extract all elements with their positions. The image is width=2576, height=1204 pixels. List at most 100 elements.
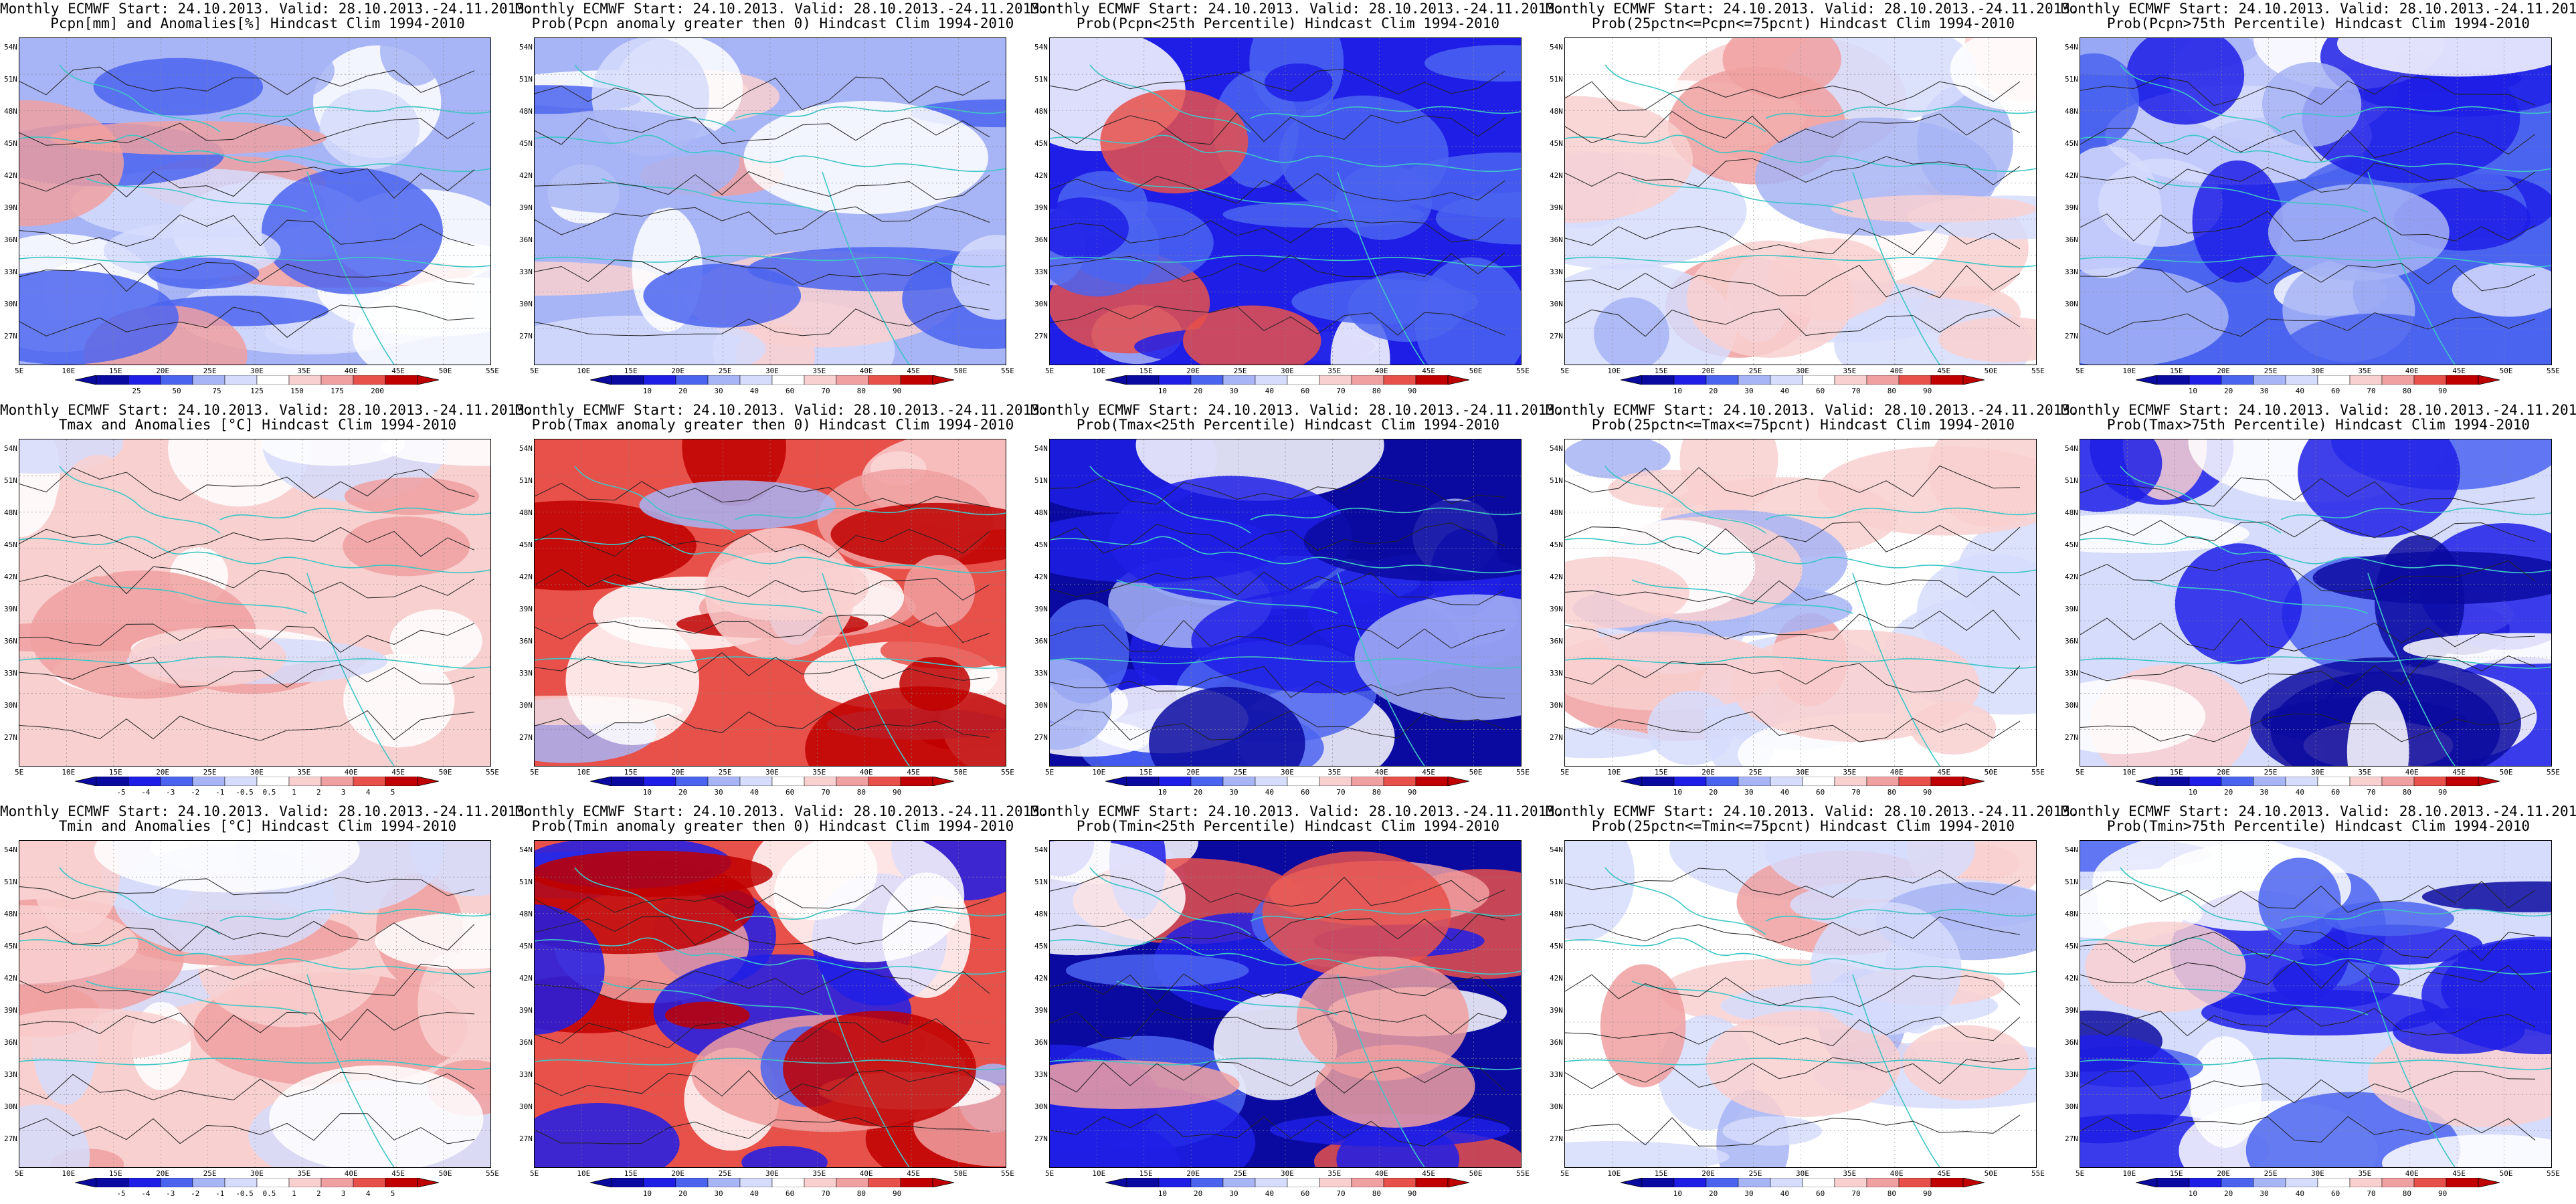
map-panel: Monthly ECMWF Start: 24.10.2013. Valid: … [0, 0, 533, 401]
panel-title-prefix: Monthly ECMWF Start: 24.10.2013. Valid: … [515, 402, 1048, 418]
contour-line [2080, 655, 2536, 689]
colorbar-arrow-right [2478, 776, 2500, 787]
anomaly-blob [535, 500, 697, 591]
colorbar-segment [707, 1177, 741, 1188]
colorbar-segment [2446, 375, 2479, 385]
colorbar [1105, 776, 1470, 787]
colorbar-segment [1126, 776, 1160, 787]
colorbar-tick-label: 30 [2260, 788, 2269, 797]
anomaly-blob [1264, 63, 1333, 102]
latitude-label: 36N [4, 637, 17, 645]
colorbar-tick-label: 20 [678, 788, 688, 797]
longitude-label: 10E [1607, 367, 1621, 375]
colorbar-tick-label: 70 [2367, 1189, 2376, 1198]
latitude-label: 27N [519, 1134, 533, 1143]
colorbar-segment [2349, 375, 2383, 385]
colorbar-tick-label: 30 [1744, 788, 1754, 797]
longitude-label: 30E [765, 1169, 779, 1178]
colorbar-segment [288, 776, 322, 787]
latitude-label: 45N [2065, 942, 2078, 950]
latitude-label: 48N [1550, 508, 1563, 517]
colorbar-tick-label: 0.5 [262, 788, 276, 797]
colorbar-segment [611, 776, 644, 787]
colorbar-tick-label: 20 [678, 387, 688, 395]
latitude-label: 48N [4, 107, 17, 116]
anomaly-blob [1565, 557, 1689, 629]
anomaly-blob [1065, 954, 1249, 987]
longitude-label: 55E [1516, 768, 1530, 777]
map-panel: Monthly ECMWF Start: 24.10.2013. Valid: … [2061, 401, 2576, 803]
map-panel: Monthly ECMWF Start: 24.10.2013. Valid: … [1030, 803, 1564, 1204]
longitude-label: 40E [2405, 367, 2419, 375]
colorbar-tick-label: 80 [856, 788, 866, 797]
longitude-label: 20E [671, 768, 685, 777]
colorbar-tick-label: 20 [2224, 788, 2233, 797]
colorbar [1620, 375, 1985, 385]
coastline [535, 937, 1006, 975]
longitude-label: 5E [15, 367, 24, 375]
latitude-label: 42N [4, 573, 17, 581]
map-panel: Monthly ECMWF Start: 24.10.2013. Valid: … [2061, 0, 2576, 401]
coastline [1250, 507, 1521, 520]
anomaly-blob [352, 277, 490, 365]
anomaly-blob [1050, 1060, 1240, 1109]
colorbar-segment [288, 375, 322, 385]
colorbar-tick-label: 60 [1301, 1189, 1310, 1198]
colorbar-labels: 10 20 30 40 60 70 80 90 [1105, 788, 1469, 797]
latitude-label: 45N [4, 540, 17, 549]
coastline [735, 908, 1006, 922]
latitude-label: 30N [2065, 1102, 2078, 1111]
anomaly-blob [1565, 631, 1783, 711]
contour-line [1050, 306, 1505, 336]
longitude-label: 20E [156, 768, 170, 777]
colorbar-segment [2285, 776, 2318, 787]
longitude-label: 45E [1422, 768, 1436, 777]
colorbar-segment [739, 375, 773, 385]
colorbar-tick-label: 30 [1744, 1189, 1754, 1198]
colorbar-segment [675, 776, 709, 787]
field-svg [1565, 841, 2036, 1167]
longitude-label: 15E [108, 367, 122, 375]
colorbar-segment [1319, 1177, 1352, 1188]
colorbar-arrow-right [1447, 776, 1470, 787]
anomaly-blob [1050, 659, 1113, 750]
colorbar-segment [2253, 375, 2286, 385]
latitude-label: 51N [1034, 75, 1048, 84]
contour-line [19, 66, 475, 96]
anomaly-blob [1182, 305, 1321, 365]
longitude-label: 25E [718, 367, 732, 375]
coastline [1565, 134, 2036, 173]
latitude-label: 48N [4, 508, 17, 517]
colorbar-tick-label: 60 [2331, 387, 2340, 395]
colorbar-segment [675, 1177, 709, 1188]
colorbar-segment [1126, 1177, 1160, 1188]
longitude-label: 30E [765, 768, 779, 777]
latitude-label: 33N [1034, 669, 1048, 678]
latitude-label: 54N [2065, 845, 2078, 854]
colorbar-tick-label: 4 [365, 788, 371, 797]
latitude-label: 27N [519, 332, 533, 340]
longitude-label: 45E [1422, 367, 1436, 375]
latitude-label: 36N [519, 637, 533, 645]
coastline [2120, 867, 2282, 935]
colorbar-tick-label: 30 [714, 387, 723, 395]
colorbar-segment [2381, 776, 2415, 787]
latitude-label: 51N [4, 75, 17, 84]
contour-line [535, 569, 990, 601]
coastline [1116, 981, 1338, 1015]
coastline [1852, 573, 1940, 766]
longitude-label: 15E [624, 367, 638, 375]
contour-line [1565, 225, 2021, 256]
contour-line [1050, 709, 1505, 741]
coastline [306, 974, 395, 1167]
longitude-label: 15E [1654, 768, 1668, 777]
coastline [2280, 908, 2551, 922]
longitude-label: 20E [156, 1169, 170, 1178]
latitude-label: 30N [1550, 1102, 1563, 1111]
colorbar-segment [160, 375, 193, 385]
colorbar-tick-label: 80 [2402, 387, 2411, 395]
longitude-label: 40E [344, 367, 358, 375]
longitude-label: 30E [250, 768, 264, 777]
colorbar-segment [1255, 776, 1288, 787]
longitude-label: 35E [297, 768, 311, 777]
